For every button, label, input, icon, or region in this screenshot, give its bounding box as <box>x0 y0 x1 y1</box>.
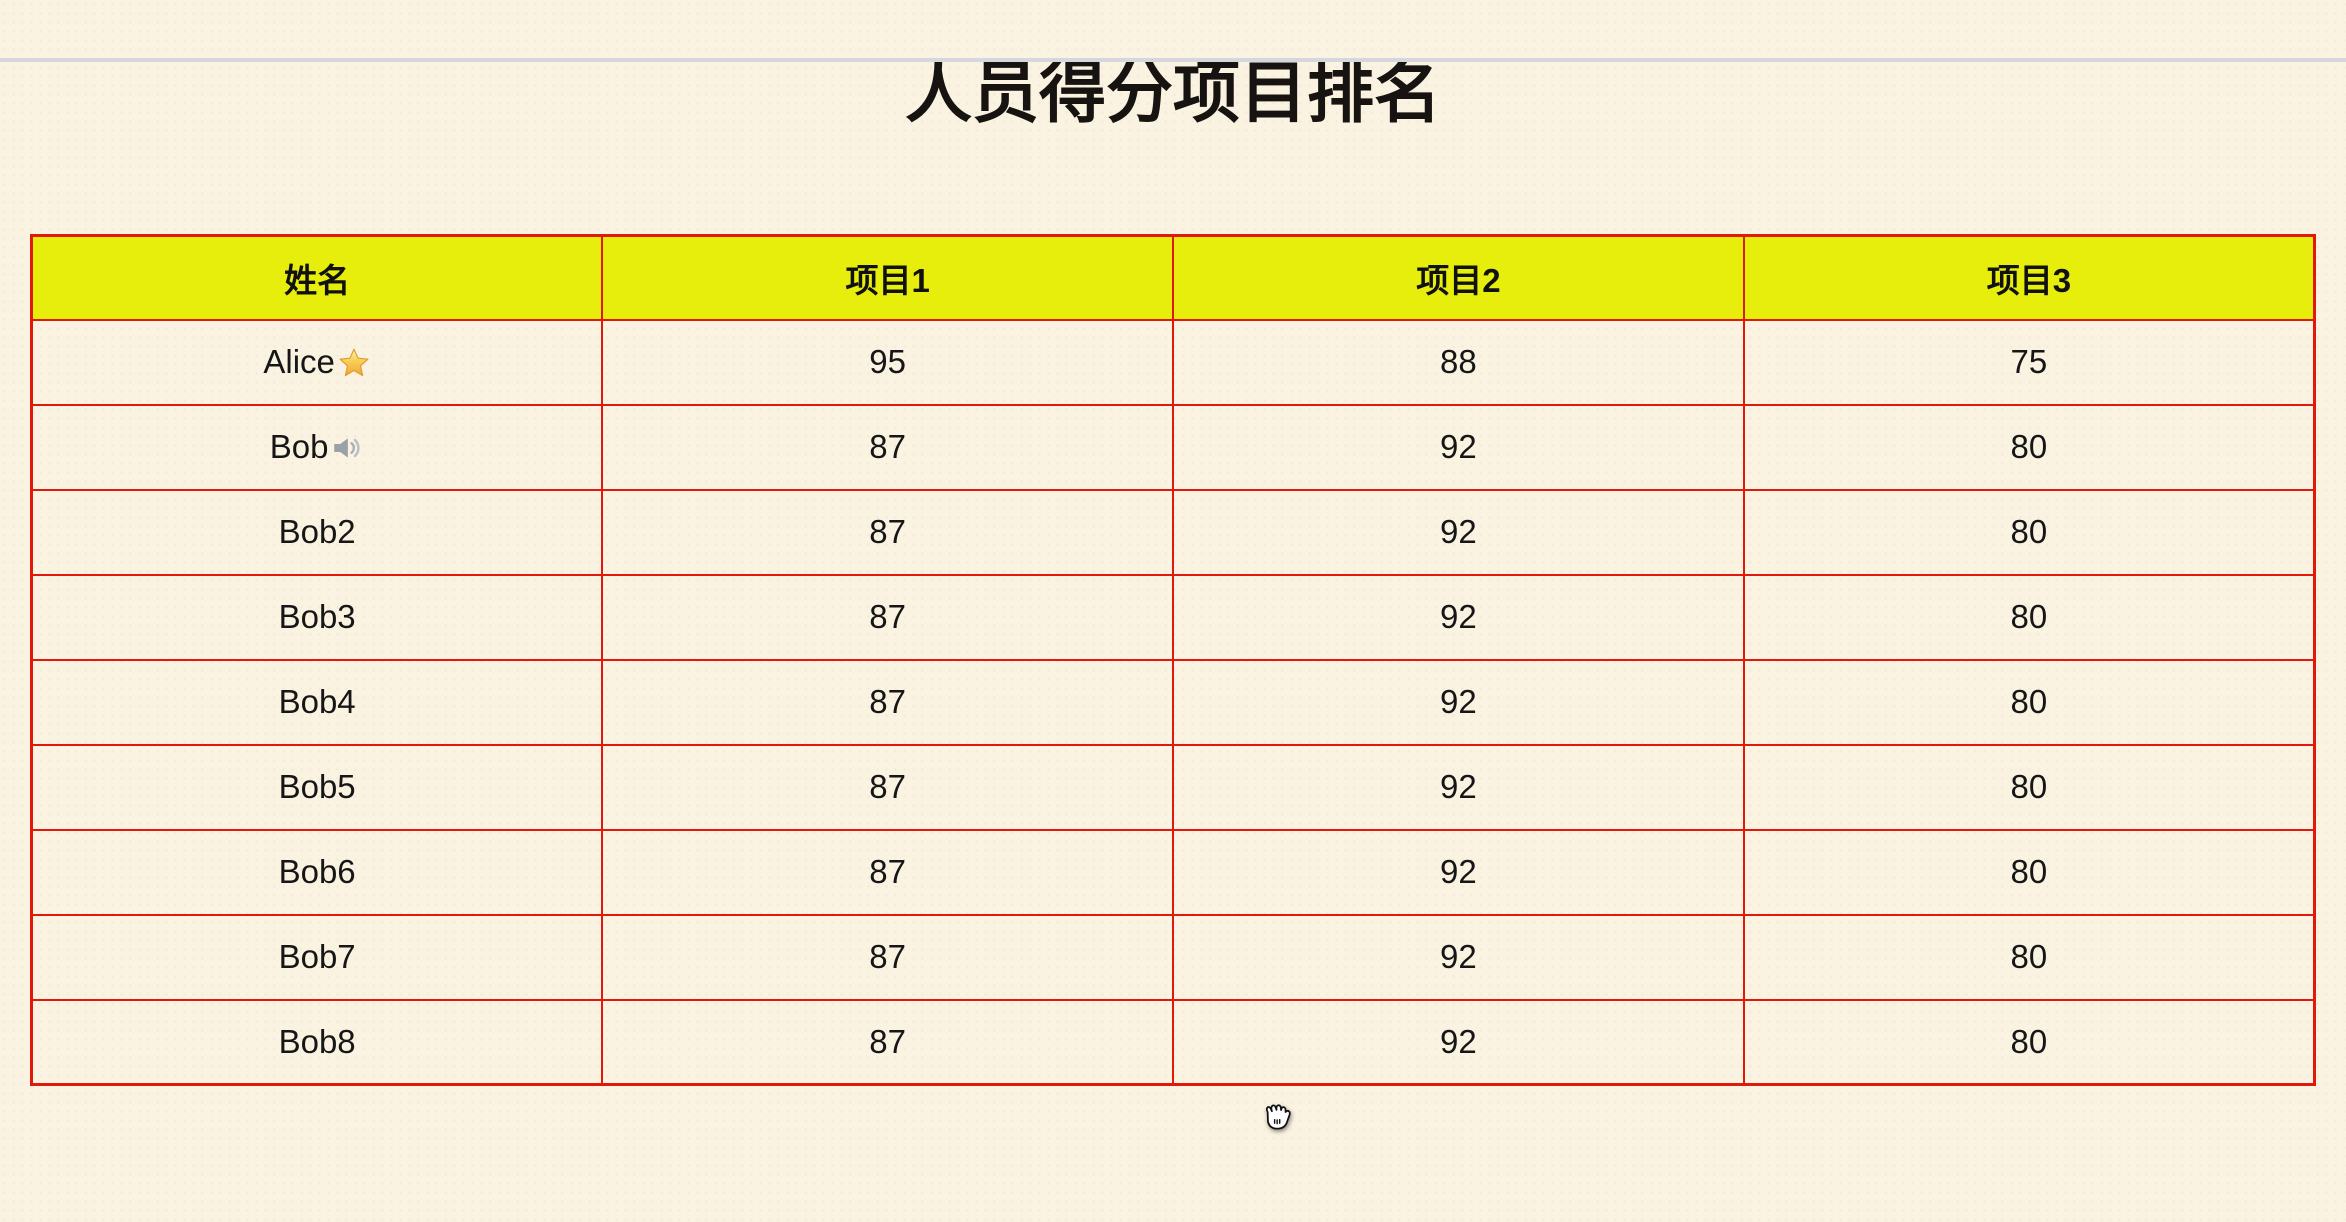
name-cell: Bob3 <box>30 573 604 661</box>
score-cell: 92 <box>1172 913 1745 1001</box>
person-name: Bob5 <box>278 768 356 805</box>
score-cell: 95 <box>601 318 1174 406</box>
score-cell: 80 <box>1742 658 2316 746</box>
table-body: Alice 95 88 75 Bob 87 92 80 Bob2 87 92 8… <box>30 318 2316 1086</box>
name-cell: Bob8 <box>30 998 604 1086</box>
table-row[interactable]: Bob5 87 92 80 <box>30 743 2316 831</box>
score-cell: 80 <box>1742 743 2316 831</box>
score-cell: 87 <box>601 573 1174 661</box>
table-row[interactable]: Bob4 87 92 80 <box>30 658 2316 746</box>
score-cell: 80 <box>1742 403 2316 491</box>
name-cell: Alice <box>30 318 604 406</box>
person-name: Bob3 <box>278 598 356 635</box>
speaker-icon <box>334 438 361 458</box>
person-name: Bob <box>269 428 329 465</box>
name-icon-slot <box>328 428 364 465</box>
window-top-edge <box>0 58 2346 62</box>
table-row[interactable]: Bob6 87 92 80 <box>30 828 2316 916</box>
score-cell: 87 <box>601 488 1174 576</box>
person-name: Bob2 <box>278 513 356 550</box>
person-name: Bob7 <box>278 938 356 975</box>
score-cell: 92 <box>1172 488 1745 576</box>
table-row[interactable]: Bob3 87 92 80 <box>30 573 2316 661</box>
open-hand-cursor <box>1266 1104 1291 1130</box>
person-name: Bob8 <box>278 1022 356 1060</box>
name-cell: Bob5 <box>30 743 604 831</box>
score-cell: 92 <box>1172 573 1745 661</box>
score-table: 姓名 项目1 项目2 项目3 Alice 95 88 75 Bob 87 92 <box>30 234 2316 1086</box>
score-cell: 80 <box>1742 913 2316 1001</box>
score-cell: 92 <box>1172 658 1745 746</box>
star-icon <box>339 348 369 377</box>
score-cell: 87 <box>601 403 1174 491</box>
column-header-name: 姓名 <box>30 234 604 321</box>
person-name: Bob4 <box>278 683 356 720</box>
column-header-project3: 项目3 <box>1742 234 2316 321</box>
score-cell: 80 <box>1742 488 2316 576</box>
table-row[interactable]: Bob7 87 92 80 <box>30 913 2316 1001</box>
name-cell: Bob4 <box>30 658 604 746</box>
score-cell: 87 <box>601 998 1174 1086</box>
score-cell: 92 <box>1172 403 1745 491</box>
table-header: 姓名 项目1 项目2 项目3 <box>30 234 2316 321</box>
header-row: 姓名 项目1 项目2 项目3 <box>30 234 2316 321</box>
score-cell: 87 <box>601 913 1174 1001</box>
name-cell: Bob6 <box>30 828 604 916</box>
score-cell: 87 <box>601 658 1174 746</box>
score-cell: 87 <box>601 828 1174 916</box>
name-cell: Bob <box>30 403 604 491</box>
table-row[interactable]: Bob8 87 92 80 <box>30 998 2316 1086</box>
page-title: 人员得分项目排名 <box>905 56 1441 131</box>
name-cell: Bob2 <box>30 488 604 576</box>
table-row[interactable]: Alice 95 88 75 <box>30 318 2316 406</box>
score-cell: 80 <box>1742 828 2316 916</box>
score-cell: 87 <box>601 743 1174 831</box>
score-cell: 92 <box>1172 998 1745 1086</box>
person-name: Bob6 <box>278 853 356 890</box>
score-cell: 75 <box>1742 318 2316 406</box>
score-cell: 80 <box>1742 998 2316 1086</box>
table-row[interactable]: Bob2 87 92 80 <box>30 488 2316 576</box>
name-icon-slot <box>335 343 371 380</box>
score-cell: 92 <box>1172 743 1745 831</box>
column-header-project1: 项目1 <box>601 234 1174 321</box>
person-name: Alice <box>263 343 335 380</box>
column-header-project2: 项目2 <box>1172 234 1745 321</box>
score-cell: 80 <box>1742 573 2316 661</box>
name-cell: Bob7 <box>30 913 604 1001</box>
score-cell: 88 <box>1172 318 1745 406</box>
table-row[interactable]: Bob 87 92 80 <box>30 403 2316 491</box>
score-cell: 92 <box>1172 828 1745 916</box>
